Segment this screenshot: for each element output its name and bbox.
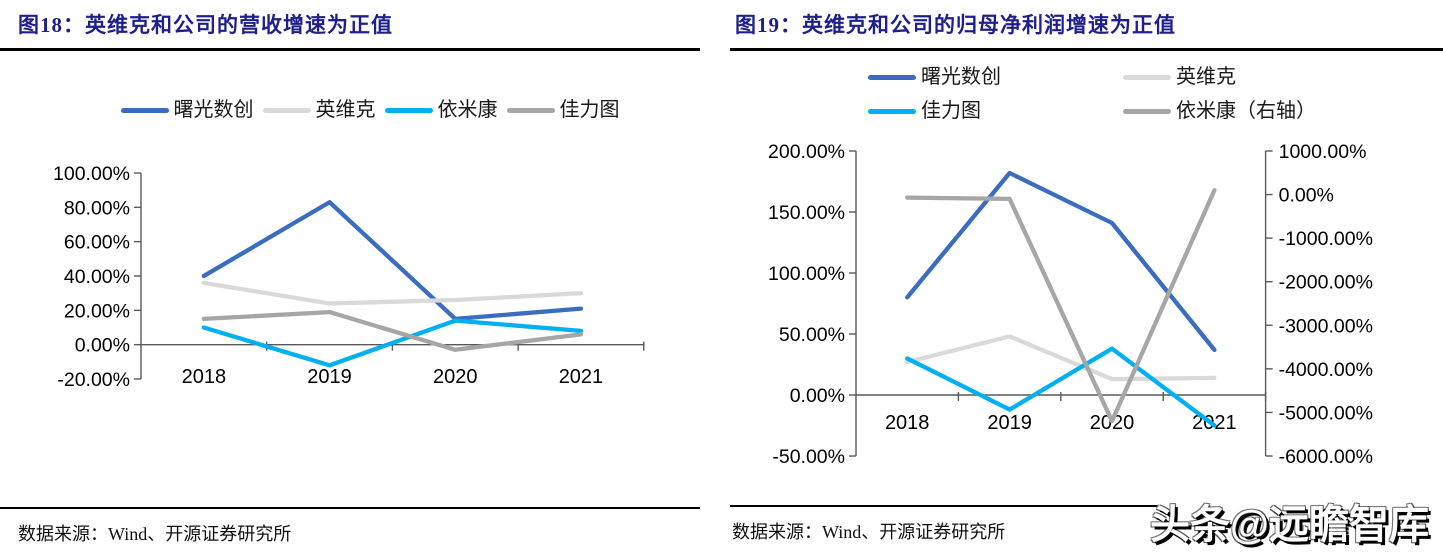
legend-marker-shuguang-shuchuang	[868, 74, 916, 80]
legend-item-jialitu: 佳力图	[868, 100, 1123, 122]
y-axis-right-label: -5000.00%	[1279, 402, 1373, 424]
figure19-legend: 曙光数创 英维克佳力图 依米康（右轴）	[868, 66, 1328, 122]
y-axis-right-label: -4000.00%	[1279, 359, 1373, 381]
legend-label-jialitu: 佳力图	[559, 99, 620, 121]
y-axis-label: 50.00%	[779, 324, 845, 346]
legend-item-yimikang-right: 依米康（右轴）	[1123, 100, 1328, 122]
y-axis-label: 100.00%	[768, 263, 845, 285]
figure18-source-divider	[0, 507, 700, 509]
series-line-yimikang-right	[905, 188, 1217, 424]
legend-marker-yingweike	[1123, 74, 1171, 80]
series-line-yimikang	[201, 318, 584, 368]
x-axis-label: 2019	[987, 412, 1032, 434]
legend-label-jialitu: 佳力图	[921, 100, 981, 122]
legend-item-yimikang: 依米康	[384, 99, 498, 121]
y-axis-right-label: -1000.00%	[1279, 228, 1373, 250]
series-line-shuguang-shuchuang	[201, 200, 584, 322]
legend-item-yingweike: 英维克	[1123, 66, 1328, 88]
series-line-yingweike	[201, 280, 584, 306]
x-axis-label: 2018	[182, 366, 227, 388]
figure19-title-underline	[730, 48, 1443, 51]
figure19-source-divider	[730, 505, 1160, 507]
x-axis-label: 2018	[885, 412, 930, 434]
series-line-jialitu	[905, 346, 1217, 428]
y-axis-label: -20.00%	[57, 369, 130, 391]
legend-marker-jialitu	[868, 108, 916, 114]
legend-marker-jialitu	[506, 107, 555, 113]
figure19-title: 图19：英维克和公司的归母净利润增速为正值	[735, 13, 1176, 37]
y-axis-label: -50.00%	[772, 446, 845, 468]
x-axis-label: 2019	[307, 366, 352, 388]
series-line-shuguang-shuchuang	[905, 170, 1217, 353]
y-axis-label: 150.00%	[768, 202, 845, 224]
legend-label-shuguang-shuchuang: 曙光数创	[173, 99, 254, 121]
y-axis-label: 200.00%	[768, 141, 845, 163]
y-axis-right-label: -3000.00%	[1279, 315, 1373, 337]
legend-marker-shuguang-shuchuang	[120, 107, 169, 113]
legend-marker-yimikang-right	[1123, 108, 1171, 114]
figure18-source: 数据来源：Wind、开源证券研究所	[18, 524, 292, 544]
legend-item-shuguang-shuchuang: 曙光数创	[868, 66, 1123, 88]
figure18-title-underline	[0, 48, 700, 51]
y-axis-right-label: 1000.00%	[1279, 141, 1367, 163]
y-axis-label: 40.00%	[64, 266, 130, 288]
legend-item-jialitu: 佳力图	[506, 99, 620, 121]
legend-label-yimikang-right: 依米康（右轴）	[1176, 100, 1316, 122]
y-axis-label: 60.00%	[64, 232, 130, 254]
y-axis-right-label: -2000.00%	[1279, 272, 1373, 294]
figure19-source: 数据来源：Wind、开源证券研究所	[732, 522, 1006, 542]
series-line-jialitu	[201, 309, 584, 352]
legend-item-yingweike: 英维克	[262, 99, 376, 121]
legend-marker-yingweike	[262, 107, 311, 113]
x-axis-label: 2020	[433, 366, 478, 388]
y-axis-label: 0.00%	[790, 385, 845, 407]
legend-label-yingweike: 英维克	[315, 99, 376, 121]
y-axis-right-label: -6000.00%	[1279, 446, 1373, 468]
y-axis-right-label: 0.00%	[1279, 185, 1334, 207]
series-line-yingweike	[905, 334, 1217, 382]
figure18-title: 图18：英维克和公司的营收增速为正值	[18, 13, 393, 37]
legend-label-shuguang-shuchuang: 曙光数创	[921, 66, 1001, 88]
figure19-chart: 200.00% 150.00% 100.00% 50.00% 0.00% -50.00% 1…	[768, 141, 1373, 468]
legend-label-yingweike: 英维克	[1176, 66, 1236, 88]
legend-item-shuguang-shuchuang: 曙光数创	[120, 99, 254, 121]
figure18-legend: 曙光数创 英维克 依米康 佳力图	[85, 97, 655, 123]
x-axis-label: 2021	[559, 366, 604, 388]
legend-marker-yimikang	[384, 107, 433, 113]
figure18-chart: 100.00% 80.00% 60.00% 40.00% 20.00% 0.00% -20.…	[53, 163, 645, 391]
legend-label-yimikang: 依米康	[437, 99, 498, 121]
y-axis-label: 100.00%	[53, 163, 130, 185]
y-axis-label: 80.00%	[64, 197, 130, 219]
y-axis-label: 0.00%	[75, 335, 130, 357]
y-axis-label: 20.00%	[64, 300, 130, 322]
watermark: 头条@远瞻智库	[1150, 503, 1430, 547]
